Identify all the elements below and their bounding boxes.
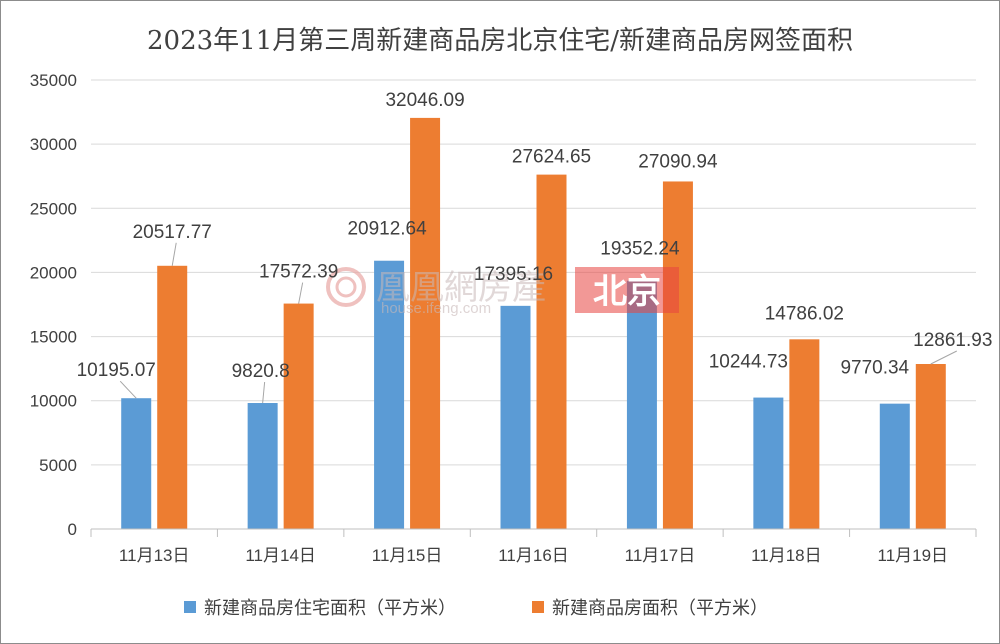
data-label: 9770.34 xyxy=(840,358,909,379)
y-tick-label: 10000 xyxy=(30,392,77,411)
x-axis: 11月13日 11月14日 11月15日 11月16日 11月17日 11月18日 11月1… xyxy=(90,528,977,565)
bar xyxy=(500,305,531,529)
bar xyxy=(753,397,784,529)
watermark-city-badge xyxy=(575,267,679,313)
data-label: 27624.65 xyxy=(512,147,591,168)
bar xyxy=(536,174,567,529)
legend-swatch xyxy=(184,601,196,613)
gridlines xyxy=(91,79,976,466)
data-label: 10195.07 xyxy=(77,360,156,381)
x-tick-label: 11月18日 xyxy=(751,546,822,565)
x-tick-label: 11月16日 xyxy=(498,546,569,565)
leader-line xyxy=(298,282,304,304)
x-tick-label: 11月17日 xyxy=(625,546,696,565)
bar xyxy=(662,181,693,529)
bar xyxy=(283,303,314,529)
data-label: 12861.93 xyxy=(913,330,992,351)
leader-line xyxy=(262,381,266,404)
legend: 新建商品房住宅面积（平方米） 新建商品房面积（平方米） xyxy=(184,598,768,618)
y-tick-label: 0 xyxy=(68,520,77,539)
y-tick-label: 5000 xyxy=(39,456,77,475)
y-tick-label: 25000 xyxy=(30,199,77,218)
bar xyxy=(157,265,188,529)
bar xyxy=(410,117,441,530)
y-axis-ticks: 0 5000 10000 15000 20000 25000 30000 35000 xyxy=(30,71,77,539)
bars xyxy=(121,117,946,530)
watermark-city: 北京 xyxy=(593,272,661,312)
bar xyxy=(915,363,946,529)
x-tick-label: 11月14日 xyxy=(245,546,316,565)
data-labels: 10195.07 9820.8 20912.64 17395.16 19352.24 10… xyxy=(77,90,992,404)
y-tick-label: 35000 xyxy=(30,71,77,90)
leader-line xyxy=(119,380,137,399)
y-tick-label: 20000 xyxy=(30,263,77,282)
chart-title: 2023年11月第三周新建商品房北京住宅/新建商品房网签面积 xyxy=(147,26,853,56)
bar xyxy=(879,403,910,529)
x-tick-label: 11月19日 xyxy=(878,546,949,565)
data-label: 10244.73 xyxy=(709,352,788,373)
watermark-brand: 凰凰網房產 xyxy=(376,268,546,308)
data-label: 32046.09 xyxy=(385,90,464,111)
x-tick-label: 11月15日 xyxy=(372,546,443,565)
data-label: 20517.77 xyxy=(133,222,212,243)
bar xyxy=(374,260,405,529)
fire-bird-logo-icon xyxy=(326,267,366,307)
data-label: 17395.16 xyxy=(474,264,553,285)
watermark-site: house.ifeng.com xyxy=(381,300,491,317)
x-tick-label: 11月13日 xyxy=(119,546,190,565)
data-label: 19352.24 xyxy=(600,239,680,260)
data-label: 14786.02 xyxy=(765,303,844,324)
bar xyxy=(121,398,152,529)
y-tick-label: 30000 xyxy=(30,135,77,154)
legend-swatch xyxy=(532,601,544,613)
data-label: 20912.64 xyxy=(347,219,427,240)
legend-label: 新建商品房面积（平方米） xyxy=(552,598,768,618)
data-label: 17572.39 xyxy=(259,262,338,283)
data-label: 27090.94 xyxy=(638,151,718,172)
y-tick-label: 15000 xyxy=(30,328,77,347)
legend-label: 新建商品房住宅面积（平方米） xyxy=(204,598,456,618)
bar xyxy=(789,339,820,529)
bar xyxy=(626,280,657,529)
leader-line xyxy=(930,350,958,365)
watermark-logo: 凰凰網房產 house.ifeng.com 北京 xyxy=(326,267,679,317)
leader-line xyxy=(171,242,177,266)
bar xyxy=(247,403,278,529)
data-label: 9820.8 xyxy=(232,361,290,382)
